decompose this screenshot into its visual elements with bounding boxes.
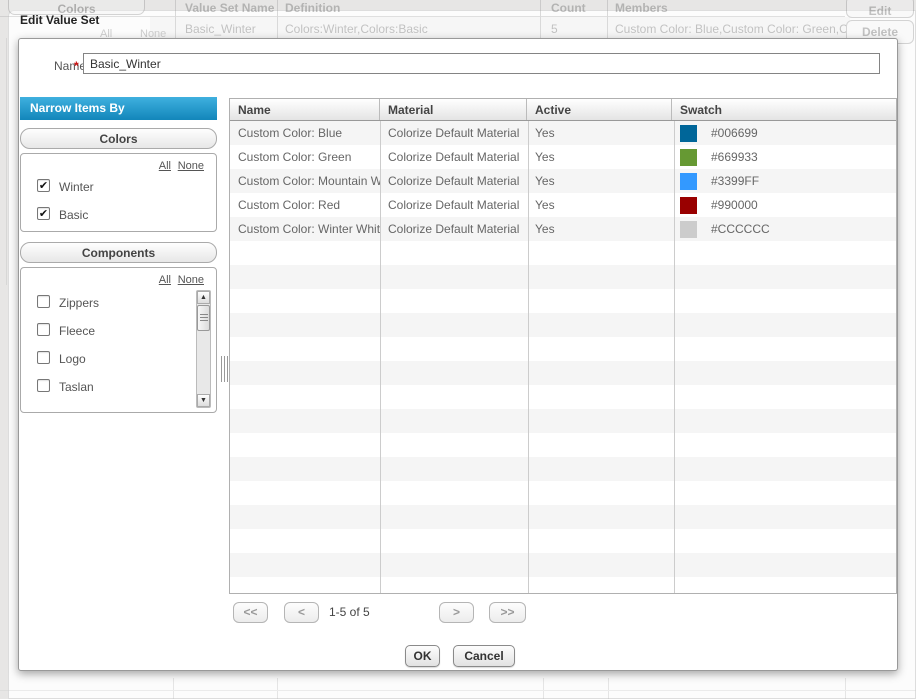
swatch-hex: #006699 xyxy=(711,126,758,140)
results-table: Name Material Active Swatch Custom Color… xyxy=(229,98,897,594)
checkbox-label-basic: Basic xyxy=(59,208,89,222)
colors-all-link[interactable]: All xyxy=(158,160,171,172)
cell-name: Custom Color: Red xyxy=(238,198,341,212)
first-page-button[interactable]: << xyxy=(233,602,268,623)
section-button-colors[interactable]: Colors xyxy=(20,128,217,149)
colors-filter-box: All None ✔ Winter ✔ Basic xyxy=(20,153,217,232)
scrollbar-grip-icon xyxy=(200,314,208,323)
checkbox-taslan[interactable] xyxy=(37,379,50,392)
cell-material: Colorize Default Material xyxy=(388,198,520,212)
cell-material: Colorize Default Material xyxy=(388,174,520,188)
cell-swatch: #CCCCCC xyxy=(672,217,896,241)
cell-material: Colorize Default Material xyxy=(388,222,520,236)
checkbox-label-logo: Logo xyxy=(59,352,86,366)
name-label: Name xyxy=(54,59,87,73)
color-swatch xyxy=(680,124,697,142)
checkbox-label-taslan: Taslan xyxy=(59,380,94,394)
checkbox-fleece[interactable] xyxy=(37,323,50,336)
cancel-button[interactable]: Cancel xyxy=(453,645,515,667)
cell-name: Custom Color: Blue xyxy=(238,126,343,140)
checkbox-label-fleece: Fleece xyxy=(59,324,96,338)
components-all-link[interactable]: All xyxy=(158,274,171,286)
checkbox-logo[interactable] xyxy=(37,351,50,364)
cell-active: Yes xyxy=(535,126,555,140)
cell-material: Colorize Default Material xyxy=(388,126,520,140)
color-swatch xyxy=(680,172,697,190)
column-header-name[interactable]: Name xyxy=(230,99,380,120)
dialog-title: Edit Value Set xyxy=(20,13,100,27)
column-header-swatch[interactable]: Swatch xyxy=(680,103,723,117)
checkbox-label-winter: Winter xyxy=(59,180,94,194)
color-swatch xyxy=(680,220,697,238)
cell-swatch: #990000 xyxy=(672,193,896,217)
table-row[interactable]: Custom Color: Mountain Wa Colorize Defau… xyxy=(230,169,896,193)
column-header-material[interactable]: Material xyxy=(380,99,527,120)
section-button-components[interactable]: Components xyxy=(20,242,217,263)
last-page-button[interactable]: >> xyxy=(489,602,526,623)
swatch-hex: #3399FF xyxy=(711,174,760,188)
colors-none-link[interactable]: None xyxy=(177,160,204,172)
next-page-button[interactable]: > xyxy=(439,602,474,623)
components-filter-box: All None Zippers Fleece Logo Taslan ▲ ▼ xyxy=(20,267,217,413)
divider xyxy=(6,38,7,285)
cell-name: Custom Color: Mountain Wa xyxy=(238,174,380,188)
cell-active: Yes xyxy=(535,150,555,164)
color-swatch xyxy=(680,148,697,166)
checkbox-winter[interactable]: ✔ xyxy=(37,179,50,192)
column-header-active[interactable]: Active xyxy=(527,99,672,120)
swatch-hex: #CCCCCC xyxy=(711,222,770,236)
pagination-status: 1-5 of 5 xyxy=(329,605,370,619)
checkbox-zippers[interactable] xyxy=(37,295,50,308)
cell-name: Custom Color: Green xyxy=(238,150,352,164)
scroll-down-icon[interactable]: ▼ xyxy=(197,394,210,407)
cell-material: Colorize Default Material xyxy=(388,150,520,164)
cell-active: Yes xyxy=(535,174,555,188)
components-scrollbar[interactable]: ▲ ▼ xyxy=(196,290,211,408)
required-marker: * xyxy=(74,59,79,73)
checkbox-basic[interactable]: ✔ xyxy=(37,207,50,220)
components-none-link[interactable]: None xyxy=(177,274,204,286)
table-row[interactable]: Custom Color: Winter Whit Colorize Defau… xyxy=(230,217,896,241)
name-input[interactable] xyxy=(83,53,880,74)
color-swatch xyxy=(680,196,697,214)
prev-page-button[interactable]: < xyxy=(284,602,319,623)
cell-swatch: #669933 xyxy=(672,145,896,169)
table-empty-rows xyxy=(230,241,896,593)
panel-splitter-handle[interactable] xyxy=(221,356,229,382)
cell-swatch: #006699 xyxy=(672,121,896,145)
table-row[interactable]: Custom Color: Blue Colorize Default Mate… xyxy=(230,121,896,145)
cell-active: Yes xyxy=(535,222,555,236)
scroll-up-icon[interactable]: ▲ xyxy=(197,291,210,304)
narrow-items-panel: Narrow Items By Colors All None ✔ Winter… xyxy=(20,97,217,413)
table-header: Name Material Active Swatch xyxy=(230,99,896,121)
edit-value-set-dialog: Name * Narrow Items By Colors All None ✔… xyxy=(18,38,898,671)
checkbox-label-zippers: Zippers xyxy=(59,296,100,310)
swatch-hex: #669933 xyxy=(711,150,758,164)
scrollbar-thumb[interactable] xyxy=(197,305,210,331)
ok-button[interactable]: OK xyxy=(405,645,440,667)
table-row[interactable]: Custom Color: Red Colorize Default Mater… xyxy=(230,193,896,217)
table-row[interactable]: Custom Color: Green Colorize Default Mat… xyxy=(230,145,896,169)
narrow-items-header: Narrow Items By xyxy=(20,97,217,120)
cell-name: Custom Color: Winter Whit xyxy=(238,222,380,236)
swatch-hex: #990000 xyxy=(711,198,758,212)
cell-swatch: #3399FF xyxy=(672,169,896,193)
cell-active: Yes xyxy=(535,198,555,212)
